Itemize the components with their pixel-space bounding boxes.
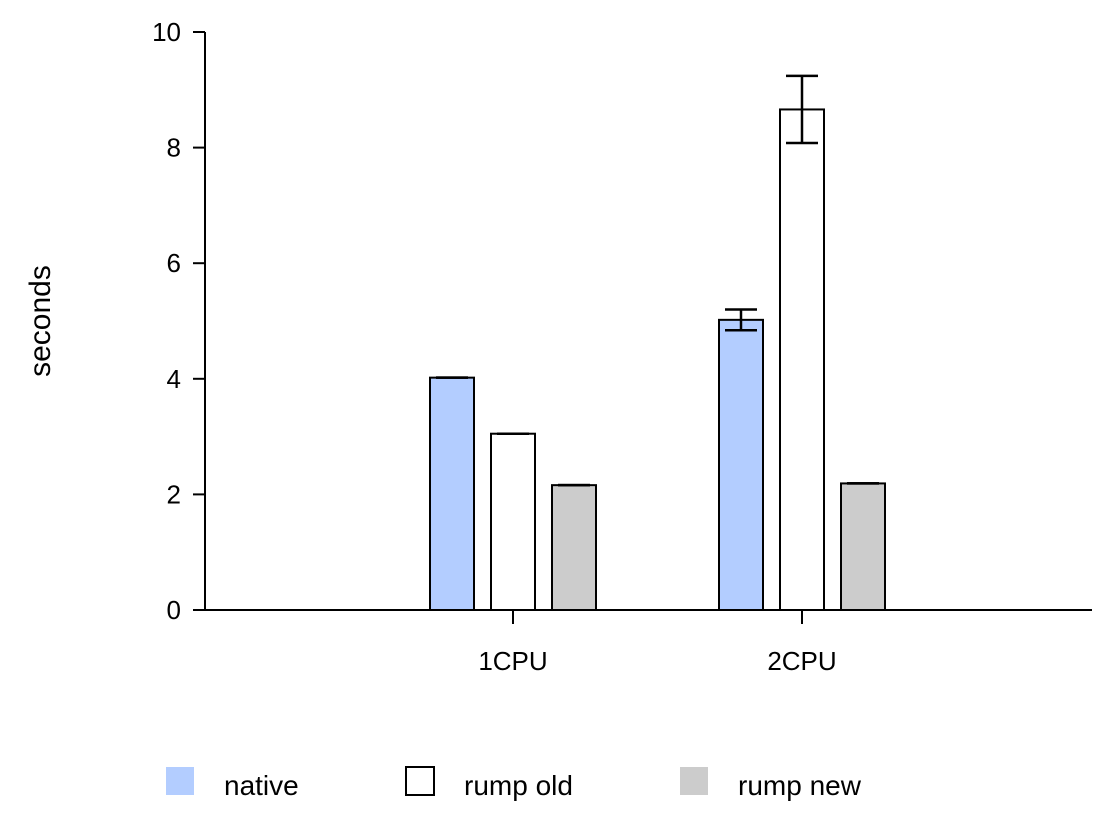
y-tick-label: 6 <box>167 248 181 278</box>
legend-swatch <box>680 767 708 795</box>
y-axis-title: seconds <box>24 265 57 377</box>
legend-label: rump new <box>738 770 862 801</box>
y-tick-label: 4 <box>167 364 181 394</box>
legend-label: rump old <box>464 770 573 801</box>
x-tick-label: 2CPU <box>767 646 836 676</box>
legend-item: rump new <box>680 767 862 801</box>
bar-rump-new-1CPU <box>551 484 597 612</box>
bar-rump-old-1CPU <box>490 432 536 611</box>
y-tick-label: 2 <box>167 479 181 509</box>
y-axis: 0 2 4 6 8 10 <box>152 17 206 625</box>
x-tick-label: 1CPU <box>478 646 547 676</box>
y-tick-label: 0 <box>167 595 181 625</box>
error-bar <box>786 74 818 145</box>
error-bar <box>725 308 757 332</box>
legend-item: native <box>166 767 299 801</box>
legend: native rump old rump new <box>166 766 862 801</box>
legend-swatch <box>166 767 194 795</box>
y-tick-label: 10 <box>152 17 181 47</box>
error-bars <box>436 74 879 487</box>
legend-swatch <box>405 766 435 796</box>
x-axis: 1CPU 2CPU <box>205 609 1092 676</box>
bar-rump-old-2CPU <box>779 108 825 612</box>
bars <box>429 108 886 612</box>
legend-label: native <box>224 770 299 801</box>
bar-native-2CPU <box>718 318 764 611</box>
bar-rump-new-2CPU <box>840 482 886 611</box>
legend-item: rump old <box>405 766 573 801</box>
y-tick-label: 8 <box>167 133 181 163</box>
bar-native-1CPU <box>429 376 475 612</box>
